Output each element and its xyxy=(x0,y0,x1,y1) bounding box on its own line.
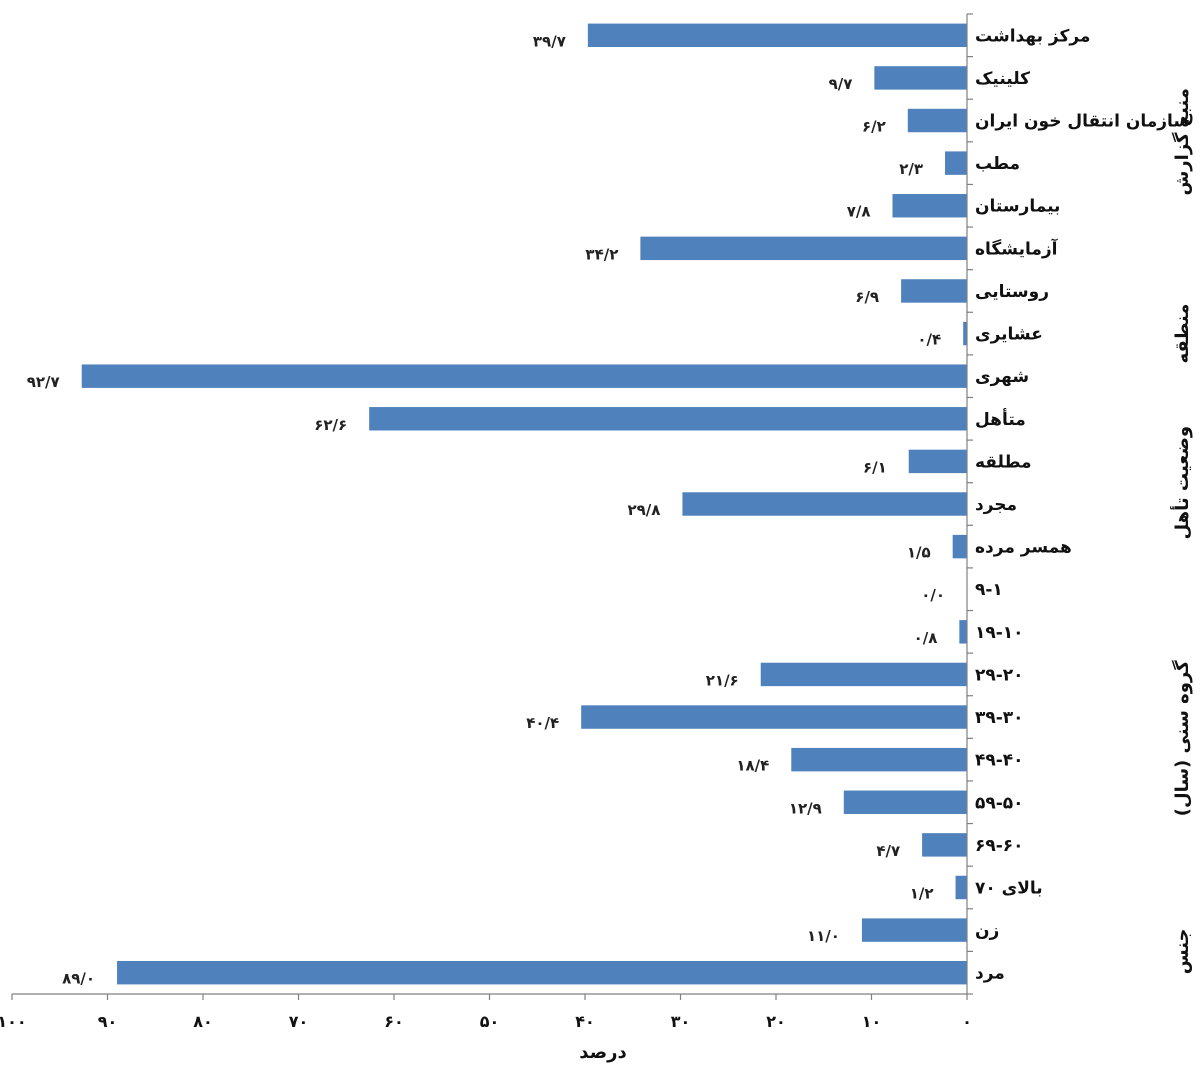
x-tick-label-4: ۴۰ xyxy=(575,1012,595,1031)
value-label-17: ۱۸/۴ xyxy=(736,757,769,775)
bar-8 xyxy=(81,364,968,388)
bar-10 xyxy=(908,449,967,474)
value-label-16: ۴۰/۴ xyxy=(526,714,559,732)
value-label-9: ۶۲/۶ xyxy=(314,416,347,434)
bar-21 xyxy=(861,918,967,942)
bar-20 xyxy=(955,875,967,900)
bar-22 xyxy=(117,960,968,985)
group-label-1: منطقه xyxy=(1172,304,1193,364)
category-label-8: شهری xyxy=(975,367,1029,387)
bar-16 xyxy=(581,705,967,729)
bar-9 xyxy=(369,407,967,431)
category-label-15: ۲۹-۲۰ xyxy=(975,665,1024,685)
bar-18 xyxy=(843,790,967,814)
value-label-15: ۲۱/۶ xyxy=(706,671,739,689)
value-label-6: ۶/۹ xyxy=(855,288,879,306)
category-label-4: بیمارستان xyxy=(975,197,1060,217)
bar-12 xyxy=(952,534,967,559)
axes-layer xyxy=(11,13,973,1000)
value-label-21: ۱۱/۰ xyxy=(807,927,840,945)
value-label-8: ۹۲/۷ xyxy=(27,373,60,391)
group-label-0: منبع گزارش xyxy=(1171,88,1193,195)
category-label-6: روستایی xyxy=(975,282,1049,302)
bar-6 xyxy=(901,279,967,303)
category-label-0: مرکز بهداشت xyxy=(975,26,1090,46)
value-label-4: ۷/۸ xyxy=(847,203,871,221)
category-label-21: زن xyxy=(975,921,999,941)
value-label-5: ۳۴/۲ xyxy=(585,245,618,263)
category-label-10: مطلقه xyxy=(975,452,1032,472)
x-tick-label-10: ۱۰۰ xyxy=(0,1012,27,1031)
category-label-19: ۶۹-۶۰ xyxy=(975,836,1024,856)
value-label-13: ۰/۰ xyxy=(921,586,945,604)
x-tick-label-7: ۷۰ xyxy=(289,1012,309,1031)
x-tick-label-5: ۵۰ xyxy=(480,1012,500,1031)
bar-2 xyxy=(907,108,967,133)
value-label-10: ۶/۱ xyxy=(863,458,887,476)
value-labels-layer: ۳۹/۷ ۹/۷ ۶/۲ ۲/۳ ۷/۸ ۳۴/۲ ۶/۹ ۰/۴ ۹۲/۷ ۶۲/۶ ۶/۱ ۲۹/… xyxy=(27,32,945,987)
bar-14 xyxy=(959,620,967,644)
bar-3 xyxy=(945,151,967,175)
category-label-2: سازمان انتقال خون ایران xyxy=(975,112,1190,132)
category-label-11: مجرد xyxy=(975,495,1017,515)
x-tick-label-9: ۹۰ xyxy=(98,1012,118,1031)
x-tick-label-2: ۲۰ xyxy=(766,1012,786,1031)
category-label-9: متأهل xyxy=(975,408,1026,430)
category-label-17: ۴۹-۴۰ xyxy=(975,751,1024,771)
value-label-18: ۱۲/۹ xyxy=(789,799,822,817)
bar-0 xyxy=(587,23,967,48)
group-label-3: گروه سنی (سال) xyxy=(1171,660,1193,816)
category-labels-layer: مرکز بهداشت کلینیک سازمان انتقال خون ایران… xyxy=(975,26,1190,983)
bar-1 xyxy=(874,66,967,90)
category-label-18: ۵۹-۵۰ xyxy=(975,793,1024,813)
category-label-3: مطب xyxy=(975,154,1020,174)
group-label-4: جنس xyxy=(1172,929,1193,975)
value-label-22: ۸۹/۰ xyxy=(62,970,95,988)
category-label-12: همسر مرده xyxy=(975,538,1072,558)
value-label-1: ۹/۷ xyxy=(829,75,853,93)
bar-4 xyxy=(892,194,967,218)
category-label-16: ۳۹-۳۰ xyxy=(975,708,1024,728)
value-label-7: ۰/۴ xyxy=(917,331,941,349)
value-label-3: ۲/۳ xyxy=(899,160,923,178)
bar-11 xyxy=(682,492,967,516)
value-label-19: ۴/۷ xyxy=(876,842,900,860)
bar-7 xyxy=(963,321,967,346)
value-label-2: ۶/۲ xyxy=(862,118,886,136)
group-label-2: وضعیت تأهل xyxy=(1170,426,1193,539)
bar-19 xyxy=(922,833,967,857)
value-label-11: ۲۹/۸ xyxy=(627,501,660,519)
value-label-0: ۳۹/۷ xyxy=(533,32,566,50)
bar-17 xyxy=(791,747,967,772)
x-tick-labels-layer: ۰ ۱۰ ۲۰ ۳۰ ۴۰ ۵۰ ۶۰ ۷۰ ۸۰ ۹۰ ۱۰۰ xyxy=(0,1012,972,1031)
category-label-5: آزمایشگاه xyxy=(975,237,1059,259)
x-tick-label-8: ۸۰ xyxy=(193,1012,213,1031)
category-label-20: بالای ۷۰ xyxy=(975,878,1043,898)
group-labels-layer: منبع گزارش منطقه وضعیت تأهل گروه سنی (سال) ج… xyxy=(1170,88,1193,974)
x-tick-label-6: ۶۰ xyxy=(384,1012,404,1031)
category-label-1: کلینیک xyxy=(975,69,1030,89)
category-label-22: مرد xyxy=(975,964,1005,984)
x-tick-label-3: ۳۰ xyxy=(671,1012,691,1031)
value-label-14: ۰/۸ xyxy=(914,629,938,647)
category-label-7: عشایری xyxy=(975,325,1043,345)
category-label-13: ۹-۱ xyxy=(975,580,1003,600)
value-label-12: ۱/۵ xyxy=(907,544,931,562)
bar-15 xyxy=(760,662,967,687)
x-tick-label-0: ۰ xyxy=(962,1012,972,1031)
x-axis-label: درصد xyxy=(579,1042,626,1063)
category-label-14: ۱۹-۱۰ xyxy=(975,623,1024,643)
bars-layer xyxy=(81,23,968,985)
bar-5 xyxy=(640,236,967,261)
x-tick-label-1: ۱۰ xyxy=(862,1012,882,1031)
value-label-20: ۱/۲ xyxy=(910,884,934,902)
